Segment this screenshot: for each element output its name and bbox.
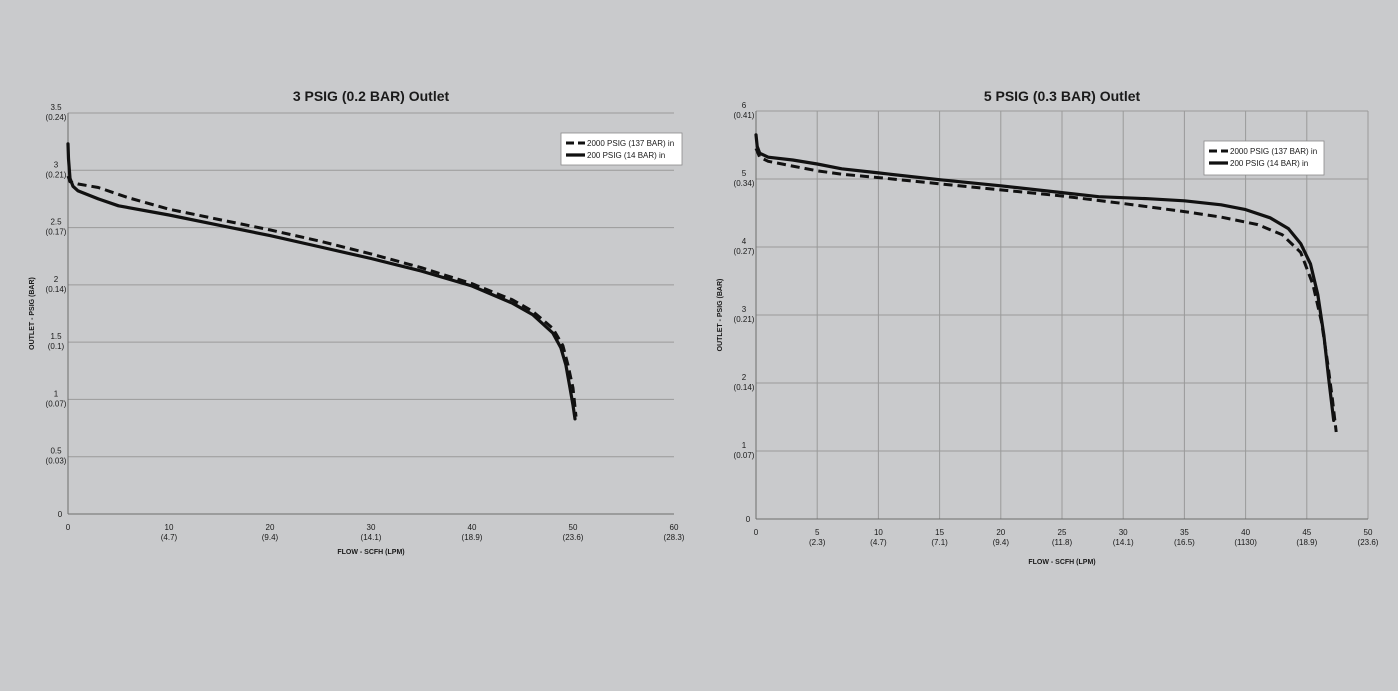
y-tick-label: 3: [742, 305, 747, 314]
y-tick-sublabel: (0.41): [734, 111, 755, 120]
x-tick-sublabel: (1130): [1234, 538, 1257, 547]
chart-1: 3 PSIG (0.2 BAR) Outlet 0 0.5(0.03) 1(0.07)…: [29, 88, 685, 556]
y-tick-label: 1.5: [50, 332, 62, 341]
y-tick-label: 2: [742, 373, 747, 382]
y-tick-label: 3: [54, 160, 59, 169]
legend-label: 200 PSIG (14 BAR) in: [587, 151, 665, 160]
x-axis-label: FLOW - SCFH (LPM): [337, 549, 404, 556]
y-tick-label: 2.5: [50, 218, 62, 227]
y-tick-sublabel: (0.34): [734, 179, 755, 188]
x-tick-sublabel: (14.1): [1113, 538, 1134, 547]
y-tick-sublabel: (0.03): [46, 457, 67, 466]
x-tick-sublabel: (4.7): [161, 533, 178, 542]
x-tick-sublabel: (16.5): [1174, 538, 1195, 547]
legend-label: 2000 PSIG (137 BAR) in: [587, 139, 674, 148]
y-tick-label: 6: [742, 101, 747, 110]
x-tick-label: 35: [1180, 528, 1189, 537]
x-tick-sublabel: (4.7): [870, 538, 887, 547]
x-tick-label: 45: [1302, 528, 1311, 537]
y-tick-label: 4: [742, 237, 747, 246]
x-tick-label: 40: [1241, 528, 1250, 537]
x-tick-sublabel: (9.4): [262, 533, 279, 542]
x-tick-label: 0: [754, 528, 759, 537]
y-tick-label: 5: [742, 169, 747, 178]
x-tick-sublabel: (7.1): [931, 538, 948, 547]
x-tick-label: 10: [165, 523, 174, 532]
y-tick-sublabel: (0.27): [734, 247, 755, 256]
x-tick-label: 0: [66, 523, 71, 532]
y-tick-sublabel: (0.21): [734, 315, 755, 324]
x-tick-sublabel: (23.6): [563, 533, 584, 542]
x-tick-label: 25: [1058, 528, 1067, 537]
series-line-200-psig: [66, 142, 577, 421]
y-axis-label: OUTLET - PSIG (BAR): [29, 277, 36, 350]
x-tick-label: 50: [1364, 528, 1373, 537]
chart-title: 3 PSIG (0.2 BAR) Outlet: [293, 88, 450, 104]
x-tick-label: 30: [367, 523, 376, 532]
y-tick-sublabel: (0.07): [46, 399, 67, 408]
chart-title: 5 PSIG (0.3 BAR) Outlet: [984, 88, 1141, 104]
x-tick-sublabel: (18.9): [462, 533, 483, 542]
y-axis-label: OUTLET - PSIG (BAR): [717, 279, 724, 352]
x-axis-label: FLOW - SCFH (LPM): [1028, 559, 1095, 566]
x-tick-sublabel: (14.1): [361, 533, 382, 542]
y-tick-sublabel: (0.1): [48, 342, 65, 351]
legend-box: [560, 132, 683, 166]
y-tick-label: 3.5: [50, 103, 62, 112]
y-tick-sublabel: (0.24): [46, 113, 67, 122]
x-tick-sublabel: (11.8): [1052, 538, 1073, 547]
x-tick-sublabel: (23.6): [1358, 538, 1379, 547]
x-tick-label: 30: [1119, 528, 1128, 537]
x-tick-label: 20: [266, 523, 275, 532]
y-tick-sublabel: (0.14): [46, 285, 67, 294]
y-tick-sublabel: (0.21): [46, 170, 67, 179]
legend-box: [1203, 140, 1325, 176]
legend-label: 2000 PSIG (137 BAR) in: [1230, 147, 1317, 156]
y-tick-label: 1: [742, 441, 747, 450]
x-tick-label: 10: [874, 528, 883, 537]
y-tick-sublabel: (0.07): [734, 451, 755, 460]
chart-2: 5 PSIG (0.3 BAR) Outlet01(0.07)2(0.14)3(…: [717, 88, 1379, 566]
y-tick-label: 0.5: [50, 447, 62, 456]
x-tick-label: 40: [468, 523, 477, 532]
x-tick-label: 5: [815, 528, 820, 537]
x-tick-sublabel: (9.4): [993, 538, 1010, 547]
y-tick-sublabel: (0.17): [46, 228, 67, 237]
y-tick-label: 2: [54, 275, 59, 284]
x-tick-sublabel: (28.3): [664, 533, 685, 542]
series-line-200-psig: [754, 133, 1336, 422]
x-tick-label: 15: [935, 528, 944, 537]
y-tick-sublabel: (0.14): [734, 383, 755, 392]
series-line-2000-psig: [66, 175, 578, 417]
y-tick-label: 1: [54, 389, 59, 398]
x-tick-label: 50: [569, 523, 578, 532]
x-tick-sublabel: (18.9): [1296, 538, 1317, 547]
x-tick-sublabel: (2.3): [809, 538, 826, 547]
y-tick-label: 0: [58, 510, 63, 519]
x-tick-label: 60: [670, 523, 679, 532]
x-tick-label: 20: [996, 528, 1005, 537]
legend-label: 200 PSIG (14 BAR) in: [1230, 159, 1308, 168]
y-tick-label: 0: [746, 515, 751, 524]
